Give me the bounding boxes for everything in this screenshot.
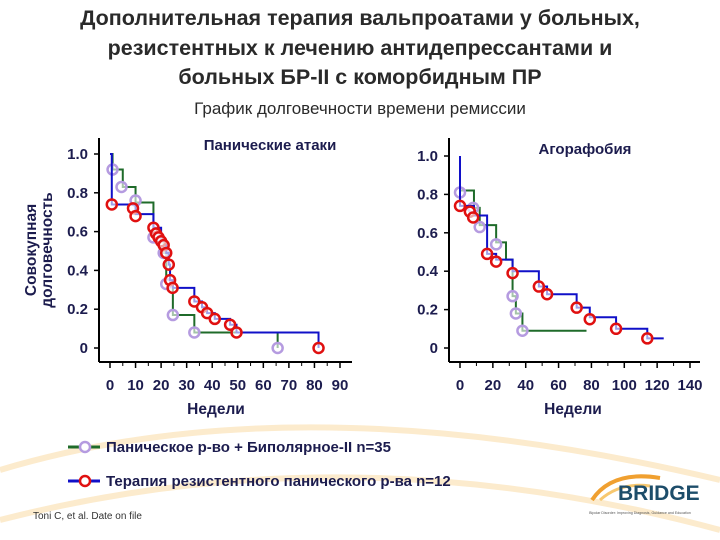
x-tick-label: 30 <box>178 377 195 394</box>
censor-marker-series-1 <box>166 308 180 322</box>
x-tick-label: 140 <box>677 377 702 394</box>
logo-arc-icon <box>590 474 661 502</box>
x-tick-label: 50 <box>229 377 246 394</box>
censor-marker-series-1 <box>516 324 529 337</box>
y-axis-title: Совокупная долговечность <box>23 192 56 307</box>
legend-label: Терапия резистентного панического р-ва n… <box>106 473 451 490</box>
censor-marker-series-2 <box>583 312 597 326</box>
bridge-logo: BRIDGE Bipolar Disorder: Improving Diagn… <box>589 474 700 515</box>
legend-item-resistant-panic: Терапия резистентного панического р-ва n… <box>68 473 451 490</box>
title-line-2: резистентных к лечению антидепрессантами… <box>108 36 613 60</box>
y-tick-label: 0.2 <box>417 302 438 319</box>
chart-panic-attacks: Панические атаки 0 0.2 0.4 0.6 0.8 1.0 0 10 20 30 4… <box>67 137 352 418</box>
censor-marker-series-2 <box>532 280 546 293</box>
censor-marker-series-1 <box>188 326 201 339</box>
censor-marker-series-2 <box>105 198 119 211</box>
censor-marker-series-2 <box>230 326 243 339</box>
x-tick-label: 0 <box>106 377 114 394</box>
x-tick-label: 90 <box>332 377 349 394</box>
censor-marker-series-2 <box>312 341 325 355</box>
censor-marker-series-2 <box>129 209 142 223</box>
censor-marker-series-1 <box>509 307 523 320</box>
x-tick-label: 100 <box>612 377 637 394</box>
chart-title: Панические атаки <box>204 137 337 154</box>
censor-marker-series-2 <box>159 246 173 260</box>
slide-title: Дополнительная терапия вальпроатами у бо… <box>80 6 640 89</box>
x-tick-label: 40 <box>517 377 534 394</box>
km-curve-series-1 <box>460 189 587 332</box>
logo-tagline: Bipolar Disorder: Improving Diagnosis, G… <box>589 511 691 515</box>
y-tick-label: 0.8 <box>67 185 88 202</box>
censor-marker-series-2 <box>453 199 467 213</box>
legend-label: Паническое р-во + Биполярное-II n=35 <box>106 439 391 456</box>
censor-marker-series-2 <box>570 301 583 314</box>
chart-agoraphobia: Агорафобия 0 0.2 0.4 0.6 0.8 1.0 0 20 40 60 80 100 12… <box>417 138 703 418</box>
x-tick-label: 20 <box>153 377 170 394</box>
censor-marker-series-2 <box>609 322 623 336</box>
censor-marker-series-1 <box>489 238 503 251</box>
x-tick-label: 80 <box>583 377 600 394</box>
logo-text: BRIDGE <box>618 482 700 505</box>
censor-marker-series-2 <box>466 211 480 224</box>
y-tick-label: 0.2 <box>67 301 88 318</box>
y-tick-label: 0.6 <box>67 224 88 241</box>
censor-marker-series-2 <box>162 258 176 271</box>
x-tick-label: 120 <box>645 377 670 394</box>
censor-marker-series-1 <box>115 180 128 194</box>
censor-marker-series-1 <box>506 289 519 303</box>
censor-marker-series-1 <box>271 341 284 355</box>
censor-marker-series-2 <box>223 318 237 331</box>
y-axis-title-line-1: Совокупная <box>23 204 40 296</box>
y-axis-title-line-2: долговечность <box>39 192 56 307</box>
chart-title: Агорафобия <box>539 141 632 158</box>
x-tick-label: 20 <box>485 377 502 394</box>
censor-marker-series-2 <box>208 312 222 326</box>
footnote: Toni C, et al. Date on file <box>33 511 142 522</box>
km-curve-series-2 <box>459 156 664 340</box>
legend-marker-lavender <box>78 440 92 454</box>
censor-marker-series-2 <box>641 332 654 345</box>
x-axis-title: Недели <box>187 401 245 418</box>
censor-marker-series-2 <box>480 247 494 261</box>
y-tick-label: 0 <box>430 340 438 357</box>
y-tick-label: 1.0 <box>417 148 438 165</box>
y-tick-label: 0.4 <box>417 263 439 280</box>
x-tick-label: 60 <box>550 377 567 394</box>
title-line-1: Дополнительная терапия вальпроатами у бо… <box>80 6 640 30</box>
x-tick-label: 40 <box>204 377 221 394</box>
y-tick-label: 0.4 <box>67 262 89 279</box>
legend-item-panic-bipolar: Паническое р-во + Биполярное-II n=35 <box>68 439 391 456</box>
censor-marker-series-2 <box>506 266 519 280</box>
x-tick-label: 10 <box>127 377 144 394</box>
km-curve-series-1 <box>110 153 279 348</box>
censor-marker-series-1 <box>473 220 486 234</box>
x-tick-label: 70 <box>281 377 298 394</box>
y-tick-label: 0 <box>80 340 88 357</box>
x-tick-label: 60 <box>255 377 272 394</box>
x-tick-label: 80 <box>306 377 323 394</box>
x-tick-label: 0 <box>456 377 464 394</box>
legend-marker-red <box>78 474 92 488</box>
censor-marker-series-2 <box>540 287 554 301</box>
y-tick-label: 0.8 <box>417 186 438 203</box>
x-axis-title: Недели <box>544 401 602 418</box>
y-tick-label: 1.0 <box>67 146 88 163</box>
y-tick-label: 0.6 <box>417 225 438 242</box>
title-line-3: больных БР-II с коморбидным ПР <box>178 65 541 89</box>
censor-marker-series-2 <box>489 255 503 268</box>
censor-marker-series-2 <box>166 281 179 295</box>
logo-arc-icon <box>598 483 651 502</box>
legend: Паническое р-во + Биполярное-II n=35 Тер… <box>68 439 451 490</box>
subtitle: График долговечности времени ремиссии <box>194 99 526 118</box>
